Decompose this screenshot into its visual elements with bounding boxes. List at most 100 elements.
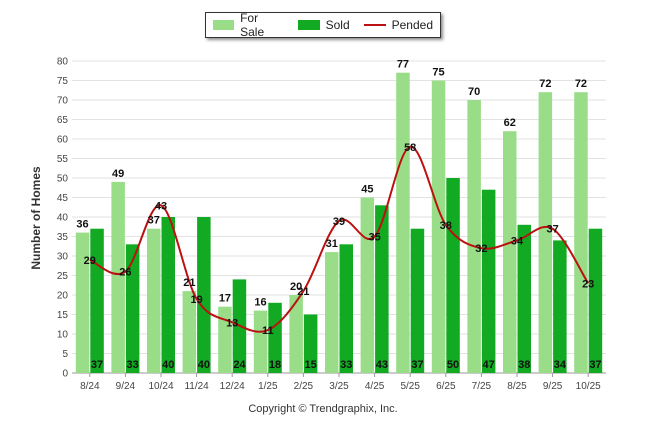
- y-tick-label: 30: [57, 252, 69, 263]
- x-tick-label: 2/25: [294, 381, 314, 392]
- x-tick-label: 8/25: [507, 381, 527, 392]
- data-label-pended: 26: [119, 267, 131, 279]
- y-tick-label: 0: [62, 369, 68, 380]
- x-tick-label: 4/25: [365, 381, 385, 392]
- legend-item-sold[interactable]: Sold: [297, 18, 350, 32]
- bar-sold: [410, 228, 425, 373]
- data-label-for-sale: 75: [432, 67, 444, 79]
- bar-for-sale: [503, 131, 517, 373]
- data-label-for-sale: 21: [183, 277, 195, 289]
- bar-for-sale: [396, 72, 410, 373]
- bar-sold: [303, 314, 318, 373]
- y-tick-label: 70: [57, 96, 69, 107]
- bar-for-sale: [538, 92, 553, 373]
- y-tick-label: 55: [57, 154, 69, 165]
- data-label-for-sale: 31: [326, 238, 338, 250]
- data-label-for-sale: 20: [290, 281, 302, 293]
- x-tick-label: 8/24: [80, 381, 100, 392]
- data-label-pended: 19: [190, 294, 202, 306]
- data-label-pended: 23: [582, 278, 594, 290]
- data-label-for-sale: 45: [361, 184, 373, 196]
- bar-for-sale: [431, 80, 446, 373]
- bar-sold: [197, 217, 211, 373]
- bar-for-sale: [289, 295, 303, 373]
- data-label-sold: 24: [233, 359, 246, 371]
- x-tick-label: 7/25: [472, 381, 492, 392]
- data-label-sold: 50: [447, 359, 459, 371]
- bar-sold: [90, 228, 104, 373]
- data-label-pended: 35: [368, 232, 380, 244]
- y-tick-label: 65: [57, 115, 69, 126]
- x-tick-label: 1/25: [258, 381, 278, 392]
- data-label-pended: 38: [440, 220, 452, 232]
- y-tick-label: 45: [57, 193, 69, 204]
- y-tick-label: 10: [57, 330, 69, 341]
- data-label-for-sale: 77: [397, 59, 409, 71]
- bar-for-sale: [325, 252, 339, 373]
- y-tick-label: 35: [57, 232, 69, 243]
- data-label-pended: 43: [155, 200, 167, 212]
- data-label-pended: 11: [262, 325, 274, 337]
- bar-for-sale: [574, 92, 588, 373]
- data-label-pended: 58: [404, 142, 416, 154]
- data-label-pended: 13: [226, 317, 238, 329]
- data-label-sold: 47: [483, 359, 495, 371]
- bar-for-sale: [467, 100, 481, 373]
- legend-label-for-sale: For Sale: [240, 11, 265, 39]
- data-label-for-sale: 37: [148, 215, 160, 227]
- legend-swatch-for-sale: [213, 20, 235, 30]
- data-label-for-sale: 70: [468, 86, 480, 98]
- data-label-pended: 21: [297, 286, 309, 298]
- legend-item-for-sale[interactable]: For Sale: [213, 11, 284, 39]
- data-label-pended: 29: [84, 255, 96, 267]
- data-label-sold: 37: [411, 359, 423, 371]
- data-label-for-sale: 72: [539, 78, 551, 90]
- data-label-sold: 40: [162, 359, 174, 371]
- x-tick-label: 10/24: [148, 381, 173, 392]
- x-tick-label: 12/24: [220, 381, 245, 392]
- data-label-sold: 37: [589, 359, 601, 371]
- data-label-sold: 33: [127, 359, 139, 371]
- data-label-sold: 38: [518, 359, 530, 371]
- bar-sold: [517, 224, 531, 373]
- bar-sold: [161, 217, 175, 373]
- x-tick-label: 6/25: [436, 381, 456, 392]
- bar-for-sale: [218, 306, 232, 373]
- data-label-sold: 37: [91, 359, 103, 371]
- bar-for-sale: [147, 228, 161, 373]
- y-tick-label: 60: [57, 135, 69, 146]
- bar-sold: [339, 244, 353, 373]
- x-tick-label: 5/25: [400, 381, 420, 392]
- data-label-sold: 43: [376, 359, 388, 371]
- chart-legend: For Sale Sold Pended: [205, 11, 441, 39]
- bar-for-sale: [253, 310, 268, 373]
- legend-item-pended[interactable]: Pended: [363, 18, 433, 32]
- legend-label-pended: Pended: [391, 18, 433, 32]
- data-label-sold: 15: [305, 359, 317, 371]
- bar-sold: [125, 244, 140, 373]
- data-label-for-sale: 72: [575, 78, 587, 90]
- bar-for-sale: [182, 291, 197, 373]
- legend-label-sold: Sold: [325, 18, 350, 32]
- data-label-for-sale: 62: [504, 117, 516, 129]
- y-tick-label: 20: [57, 291, 69, 302]
- legend-swatch-sold: [297, 20, 320, 30]
- data-label-sold: 40: [198, 359, 210, 371]
- bar-for-sale: [111, 181, 125, 373]
- y-tick-label: 40: [57, 213, 69, 224]
- data-label-for-sale: 49: [112, 168, 124, 180]
- x-tick-label: 11/24: [184, 381, 209, 392]
- y-tick-label: 50: [57, 174, 69, 185]
- x-tick-label: 9/24: [116, 381, 136, 392]
- y-tick-label: 25: [57, 271, 69, 282]
- bar-sold: [375, 205, 389, 373]
- y-tick-label: 15: [57, 310, 69, 321]
- data-label-pended: 39: [333, 216, 345, 228]
- y-tick-label: 80: [57, 57, 69, 68]
- data-label-pended: 37: [546, 224, 558, 236]
- bar-sold: [553, 240, 567, 373]
- legend-swatch-pended: [363, 24, 386, 26]
- copyright-footer: Copyright © Trendgraphix, Inc.: [248, 403, 398, 415]
- x-tick-label: 3/25: [329, 381, 349, 392]
